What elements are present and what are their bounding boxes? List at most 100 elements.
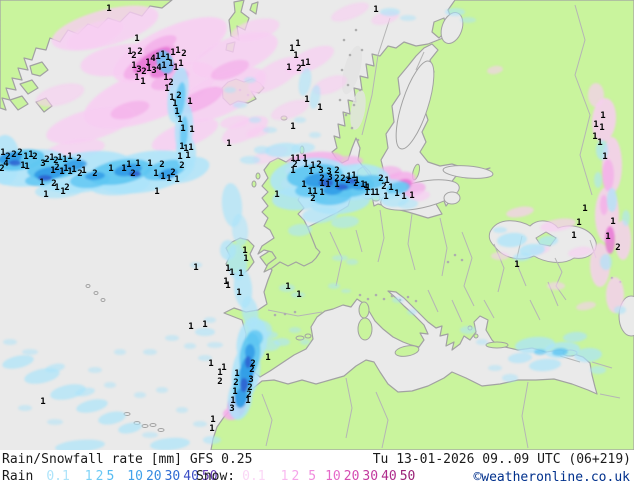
corsica <box>358 301 370 319</box>
precip-value-label: 2 <box>249 365 254 375</box>
hebrides-island <box>251 180 257 188</box>
precip-value-label: 1 <box>67 152 72 162</box>
rain-area <box>260 339 280 351</box>
precip-value-label: 1 <box>106 4 111 14</box>
rain-area <box>134 392 146 398</box>
rain-area <box>158 168 178 180</box>
precip-value-label: 1 <box>177 152 182 162</box>
precip-value-label: 1 <box>394 189 399 199</box>
precip-value-label: 1 <box>172 99 177 109</box>
precip-value-label: 1 <box>20 161 25 171</box>
rain-area <box>190 262 202 268</box>
rain-area <box>156 50 174 74</box>
precip-value-label: 1 <box>610 217 615 227</box>
precip-value-label: 1 <box>274 190 279 200</box>
rain-area <box>176 407 188 413</box>
precip-value-label: 2 <box>17 148 22 158</box>
rain-area <box>85 171 105 181</box>
snow-area <box>606 277 624 313</box>
snow-area <box>110 100 150 120</box>
precip-value-label: 1 <box>59 167 64 177</box>
precip-value-label: 2 <box>141 67 146 77</box>
precip-value-label: 1 <box>310 161 315 171</box>
precip-value-label: 3 <box>40 159 45 169</box>
precip-value-label: 1 <box>43 190 48 200</box>
precip-value-label: 1 <box>223 277 228 287</box>
precip-value-label: 1 <box>127 47 132 57</box>
snow-area <box>590 243 610 287</box>
precip-value-label: 1 <box>295 39 300 49</box>
rain-area <box>328 283 340 289</box>
rain-area <box>341 289 351 293</box>
precip-value-label: 2 <box>170 168 175 178</box>
rain-area <box>460 326 476 334</box>
precip-value-label: 1 <box>290 166 295 176</box>
precip-value-label: 1 <box>401 192 406 202</box>
precip-value-label: 1 <box>108 164 113 174</box>
balearic-island <box>295 335 305 341</box>
snow-area <box>248 56 302 94</box>
precip-value-label: 3 <box>248 375 253 385</box>
country-border-line <box>355 229 363 253</box>
snow-scale-value: 40 <box>381 469 397 484</box>
precip-value-label: 1 <box>289 44 294 54</box>
mountain-speckle <box>346 83 350 87</box>
snow-scale-value: 2 <box>291 469 300 484</box>
precip-value-label: 2 <box>353 179 358 189</box>
precip-value-label: 1 <box>312 187 317 197</box>
rain-area <box>184 343 196 349</box>
snow-area <box>192 32 278 78</box>
precip-value-label: 1 <box>354 176 359 186</box>
rain-scale-label: Rain <box>2 469 34 484</box>
precip-value-label: 2 <box>316 160 321 170</box>
snow-area <box>602 159 614 191</box>
timestamp: Tu 13-01-2026 09..09 UTC (06+219) <box>372 452 631 467</box>
mountain-speckle <box>366 297 370 301</box>
rain-area <box>3 339 17 345</box>
rain-area <box>380 8 400 16</box>
rain-area <box>590 366 606 374</box>
precip-value-label: 1 <box>225 281 230 291</box>
azores-island <box>85 284 91 288</box>
rain-area <box>193 421 207 427</box>
svalbard-island <box>249 1 259 15</box>
rain-area <box>460 17 476 23</box>
precip-value-label: 1 <box>409 191 414 201</box>
rain-area <box>142 432 158 438</box>
precip-value-label: 2 <box>246 390 251 400</box>
precip-value-label: 1 <box>173 63 178 73</box>
precip-value-label: 1 <box>50 166 55 176</box>
precip-value-label: 2 <box>181 49 186 59</box>
snow-area <box>605 226 615 254</box>
gulf-of-finland <box>442 165 494 179</box>
canary-island <box>141 424 149 428</box>
rain-area <box>502 374 518 382</box>
precip-value-label: 2 <box>44 155 49 165</box>
rain-area <box>529 358 561 372</box>
greenland-coast-island <box>29 61 49 77</box>
precip-value-label: 1 <box>67 167 72 177</box>
precip-value-label: 1 <box>582 204 587 214</box>
mountain-speckle <box>293 310 297 314</box>
mountain-speckle <box>360 48 364 52</box>
precip-value-label: 2 <box>64 183 69 193</box>
rain-area <box>174 82 186 118</box>
precip-value-label: 1 <box>153 169 158 179</box>
rain-scale-value: 10 <box>127 469 143 484</box>
rain-area <box>47 419 63 425</box>
precip-value-label: 1 <box>605 232 610 242</box>
precip-value-label: 1 <box>363 181 368 191</box>
sicily <box>394 345 420 357</box>
precip-value-label: 1 <box>290 154 295 164</box>
gulf-of-riga <box>443 191 461 205</box>
rain-area <box>150 437 190 450</box>
mountain-speckle <box>350 126 354 130</box>
precip-value-label: 1 <box>39 178 44 188</box>
mountain-speckle <box>273 313 277 317</box>
precip-value-label: 1 <box>187 97 192 107</box>
mountain-speckle <box>390 294 394 298</box>
precip-value-label: 4 <box>156 63 162 73</box>
mountain-speckle <box>283 312 287 316</box>
rain-scale-value: 5 <box>106 469 115 484</box>
